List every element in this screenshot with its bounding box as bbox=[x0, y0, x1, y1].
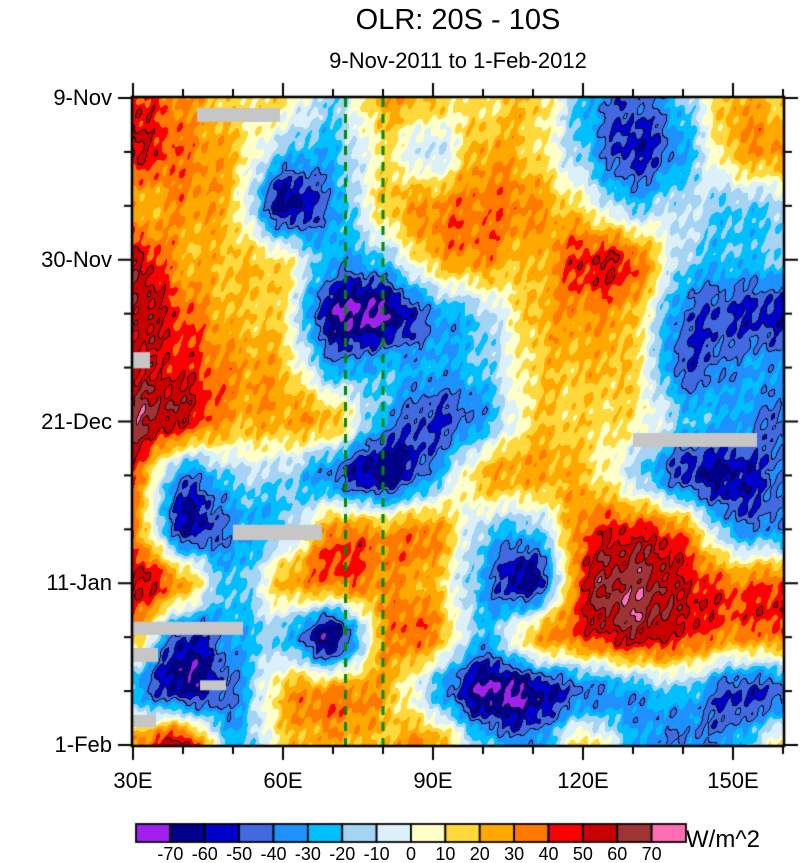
colorbar-tick-label: -50 bbox=[226, 844, 253, 863]
colorbar-tick-label: 20 bbox=[469, 844, 490, 863]
colorbar-unit-label: W/m^2 bbox=[686, 826, 760, 853]
x-axis-label-30e: 30E bbox=[113, 768, 153, 793]
x-axis-label-150e: 150E bbox=[707, 768, 759, 793]
colorbar-tick-label: -10 bbox=[363, 844, 390, 863]
colorbar-tick-label: 50 bbox=[572, 844, 593, 863]
y-axis-label-21dec: 21-Dec bbox=[41, 409, 112, 434]
y-axis-label-9nov: 9-Nov bbox=[53, 85, 112, 110]
y-axis-label-1feb: 1-Feb bbox=[54, 732, 112, 757]
colorbar-tick-label: 0 bbox=[405, 844, 417, 863]
colorbar-tick-label: -20 bbox=[329, 844, 356, 863]
x-axis-label-60e: 60E bbox=[263, 768, 303, 793]
x-axis-label-90e: 90E bbox=[413, 768, 453, 793]
colorbar-tick-label: -30 bbox=[294, 844, 321, 863]
x-axis-label-120e: 120E bbox=[557, 768, 609, 793]
colorbar-tick-label: -70 bbox=[157, 844, 184, 863]
y-axis-label-30nov: 30-Nov bbox=[41, 247, 112, 272]
colorbar-tick-label: 30 bbox=[504, 844, 525, 863]
colorbar-tick-label: 70 bbox=[641, 844, 662, 863]
colorbar-tick-label: 60 bbox=[607, 844, 628, 863]
colorbar-tick-label: 10 bbox=[435, 844, 456, 863]
colorbar-tick-label: -60 bbox=[191, 844, 218, 863]
colorbar-tick-label: -40 bbox=[260, 844, 287, 863]
y-axis-label-11jan: 11-Jan bbox=[46, 570, 112, 595]
colorbar-tick-label: 40 bbox=[538, 844, 559, 863]
